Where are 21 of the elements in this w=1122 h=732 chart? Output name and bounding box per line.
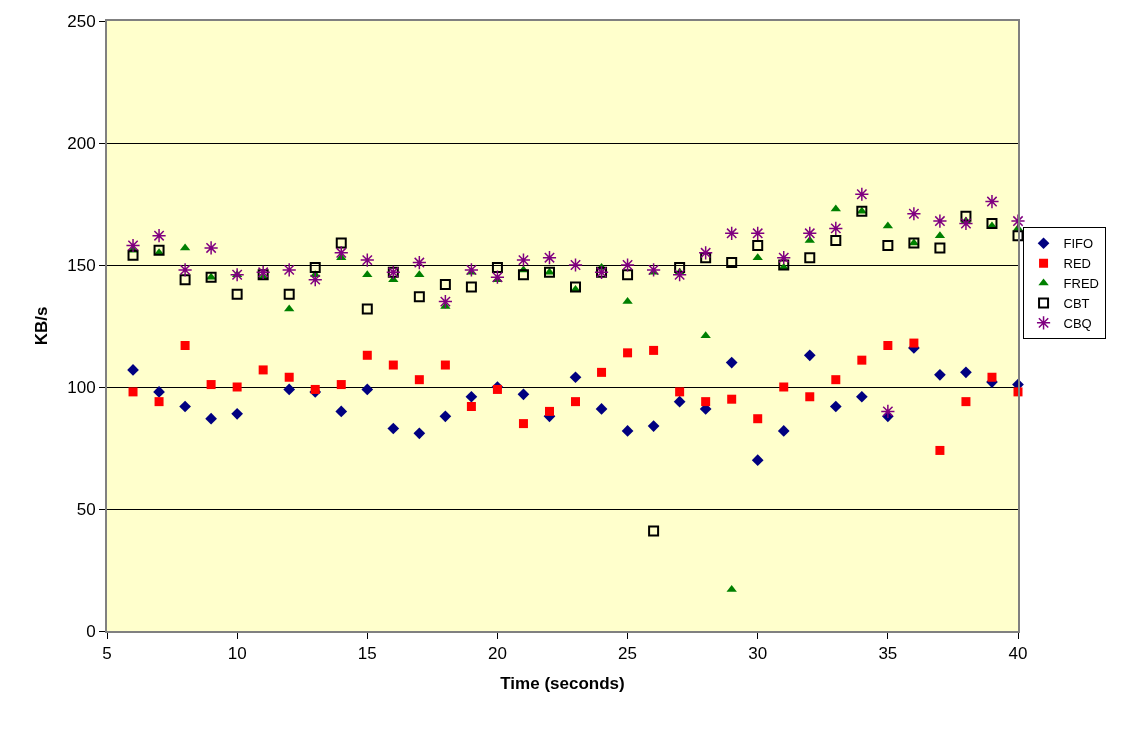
x-tick-label: 10 [227, 644, 247, 664]
x-tick-label: 25 [618, 644, 638, 664]
y-tick-label: 150 [67, 255, 96, 275]
legend-label: FIFO [1063, 236, 1094, 252]
x-tick-label: 20 [487, 644, 507, 664]
y-tick-label: 0 [86, 621, 96, 641]
x-tick-label: 30 [748, 644, 768, 664]
x-tick-label: 40 [1008, 644, 1028, 664]
y-tick-label: 250 [67, 11, 96, 31]
x-tick-label: 15 [357, 644, 377, 664]
y-axis-title: KB/s [32, 306, 52, 346]
legend-label: RED [1063, 256, 1092, 272]
x-axis-title: Time (seconds) [500, 674, 625, 694]
x-tick-label: 35 [878, 644, 898, 664]
y-tick-label: 100 [67, 377, 96, 397]
x-tick-label: 5 [102, 644, 112, 664]
y-tick-label: 200 [67, 133, 96, 153]
y-tick-label: 50 [76, 499, 96, 519]
legend-label: CBT [1063, 296, 1090, 312]
legend-label: CBQ [1063, 315, 1092, 331]
legend-label: FRED [1063, 276, 1099, 292]
